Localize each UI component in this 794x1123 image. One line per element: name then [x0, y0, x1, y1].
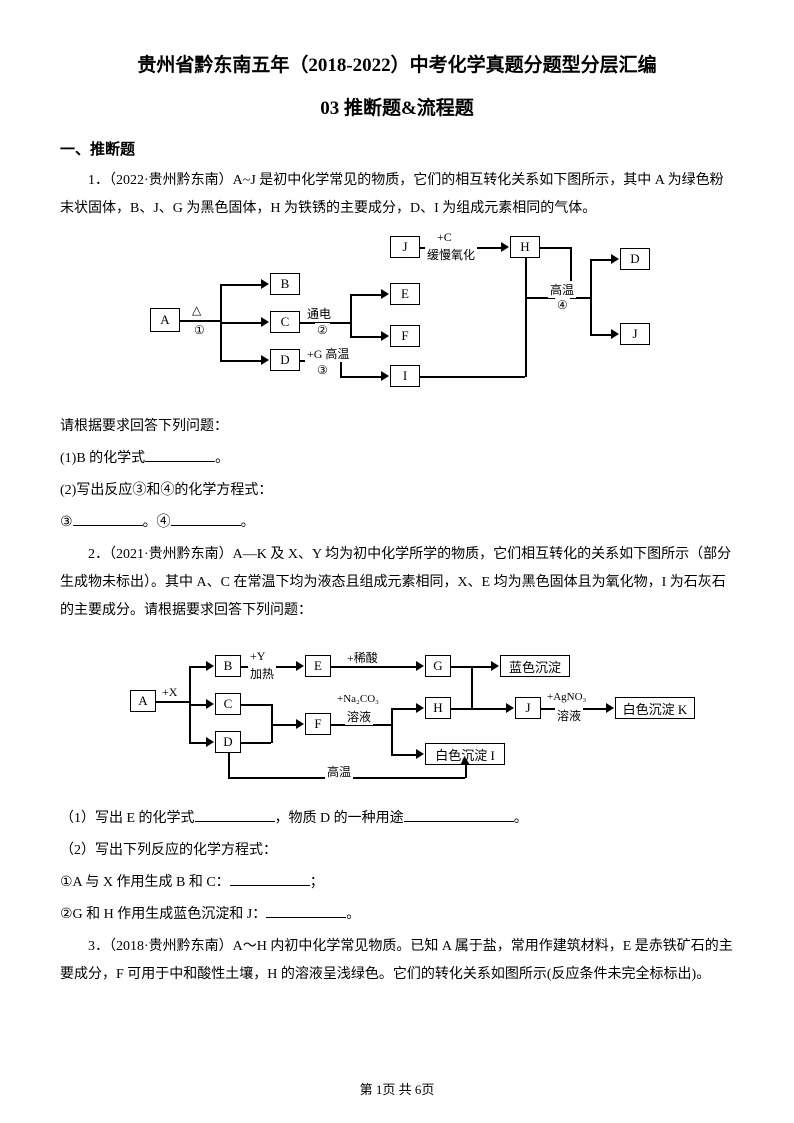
main-title: 贵州省黔东南五年（2018-2022）中考化学真题分题型分层汇编 [60, 50, 734, 77]
q2-sub1a: （1）写出 E 的化学式 [60, 811, 195, 826]
label-n3: ③ [315, 363, 330, 378]
page-footer: 第 1页 共 6页 [0, 1079, 794, 1098]
label-gaowen-d2: 高温 [325, 763, 353, 780]
blank [195, 806, 275, 822]
section-header: 一、推断题 [60, 138, 734, 159]
q1-post: 请根据要求回答下列问题： [60, 413, 734, 441]
box-j-right: J [620, 323, 650, 345]
blank [171, 510, 241, 526]
q1-sub1: (1)B 的化学式 。 [60, 445, 734, 473]
label-n4: ④ [555, 298, 570, 313]
q1-sub2: (2)写出反应③和④的化学方程式： [60, 477, 734, 505]
box-b2: B [215, 655, 241, 677]
label-n1: ① [192, 323, 207, 338]
box-h2: H [425, 697, 451, 719]
q2-sub4: ②G 和 H 作用生成蓝色沉淀和 J： 。 [60, 901, 734, 929]
box-f2: F [305, 713, 331, 735]
box-g2: G [425, 655, 451, 677]
blank [145, 446, 215, 462]
blank [73, 510, 143, 526]
box-a2: A [130, 690, 156, 712]
label-triangle: △ [190, 303, 203, 318]
blank [230, 870, 310, 886]
q1-sub1-end: 。 [215, 451, 229, 466]
box-lanse: 蓝色沉淀 [500, 655, 570, 677]
box-f: F [390, 325, 420, 347]
box-c2: C [215, 693, 241, 715]
label-n2: ② [315, 323, 330, 338]
q2-sub3a: ①A 与 X 作用生成 B 和 C： [60, 875, 230, 890]
label-plusx: +X [160, 685, 179, 700]
q1-sub3a: ③ [60, 515, 73, 530]
box-i: I [390, 365, 420, 387]
label-gaowen: +G 高温 [305, 345, 351, 362]
q1-sub3c: 。 [241, 515, 255, 530]
q1-sub3b: 。④ [143, 515, 171, 530]
label-huanman: 缓慢氧化 [425, 246, 477, 263]
q2-sub4a: ②G 和 H 作用生成蓝色沉淀和 J： [60, 907, 266, 922]
label-plusc: +C [435, 230, 454, 245]
q2-sub1c: 。 [514, 811, 528, 826]
diagram-2: A B C D E F G H J 蓝色沉淀 白色沉淀 I 白色沉淀 K +X … [130, 635, 690, 795]
q1-intro: 1．（2022·贵州黔东南）A~J 是初中化学常见的物质，它们的相互转化关系如下… [60, 167, 734, 223]
box-j2: J [515, 697, 541, 719]
label-rongye2: 溶液 [555, 707, 583, 724]
q1-sub3: ③ 。④ 。 [60, 509, 734, 537]
q2-sub4b: 。 [346, 907, 360, 922]
box-d2: D [215, 731, 241, 753]
q1-sub1-text: (1)B 的化学式 [60, 451, 145, 466]
q2-intro: 2．（2021·贵州黔东南）A—K 及 X、Y 均为初中化学所学的物质，它们相互… [60, 541, 734, 625]
box-c: C [270, 311, 300, 333]
blank [266, 902, 346, 918]
q2-sub1b: ，物质 D 的一种用途 [275, 811, 404, 826]
label-plusy: +Y [248, 649, 267, 664]
blank [404, 806, 514, 822]
box-e: E [390, 283, 420, 305]
subtitle: 03 推断题&流程题 [60, 93, 734, 120]
label-gaowen2: 高温 [548, 281, 576, 298]
label-agno3: +AgNO₃ [545, 691, 588, 703]
q2-sub2: （2）写出下列反应的化学方程式： [60, 837, 734, 865]
q3-intro: 3．（2018·贵州黔东南）A～H 内初中化学常见物质。已知 A 属于盐，常用作… [60, 933, 734, 989]
q2-sub3b: ； [310, 875, 324, 890]
label-na2co3: +Na₂CO₃ [335, 693, 381, 705]
label-rongye: 溶液 [345, 708, 373, 725]
box-d: D [270, 349, 300, 371]
q2-sub3: ①A 与 X 作用生成 B 和 C： ； [60, 869, 734, 897]
box-e2: E [305, 655, 331, 677]
box-b: B [270, 273, 300, 295]
q2-sub1: （1）写出 E 的化学式 ，物质 D 的一种用途 。 [60, 805, 734, 833]
label-tongdian: 通电 [305, 305, 333, 322]
box-d-right: D [620, 248, 650, 270]
label-jiare: 加热 [248, 665, 276, 682]
label-xishuan: +稀酸 [345, 649, 380, 666]
box-h: H [510, 236, 540, 258]
box-baise2: 白色沉淀 K [615, 697, 695, 719]
box-a: A [150, 308, 180, 332]
box-j: J [390, 236, 420, 258]
diagram-1: A B C D J E F I H D J △ ① 通电 ② +G 高温 ③ +… [150, 233, 690, 403]
